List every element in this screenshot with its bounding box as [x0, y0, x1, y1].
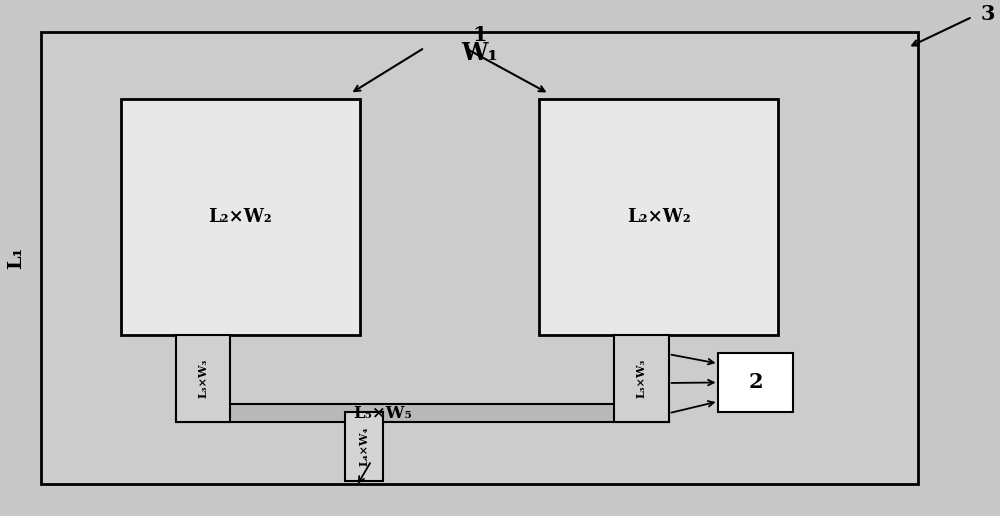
Text: L₂×W₂: L₂×W₂ [627, 208, 691, 226]
Text: 3: 3 [980, 4, 995, 24]
Bar [121, 99, 360, 335]
Bar [345, 412, 383, 481]
Text: W₁: W₁ [461, 41, 498, 65]
Text: L₄×W₄: L₄×W₄ [358, 427, 369, 466]
Text: L₃×W₃: L₃×W₃ [636, 359, 647, 398]
Bar [539, 99, 778, 335]
Text: L₂×W₂: L₂×W₂ [209, 208, 272, 226]
Text: L₅×W₅: L₅×W₅ [353, 405, 412, 422]
Text: L₁: L₁ [7, 247, 25, 269]
Bar [41, 32, 918, 484]
Text: 2: 2 [748, 373, 763, 393]
Bar [614, 335, 669, 422]
Bar [176, 335, 230, 422]
Bar [718, 353, 793, 412]
Text: L₃×W₃: L₃×W₃ [198, 359, 209, 398]
Text: 1: 1 [472, 25, 487, 45]
Bar [176, 404, 669, 422]
